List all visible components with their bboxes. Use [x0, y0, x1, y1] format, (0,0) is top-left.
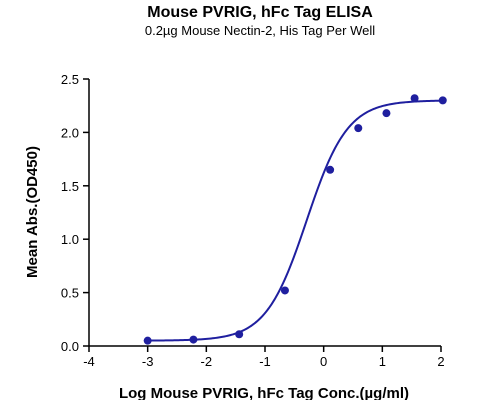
fit-curve	[147, 99, 443, 342]
data-point	[189, 335, 198, 344]
y-tick-label: 2.5	[61, 72, 79, 87]
x-axis-label: Log Mouse PVRIG, hFc Tag Conc.(µg/ml)	[119, 385, 409, 400]
y-axis: 0.0 0.5 1.0 1.5 2.0 2.5	[61, 72, 90, 354]
x-tick-label: 2	[437, 354, 444, 369]
y-tick-label: 2.0	[61, 125, 79, 140]
data-point	[354, 124, 363, 133]
y-axis-label: Mean Abs.(OD450)	[24, 146, 41, 278]
y-tick-label: 1.0	[61, 232, 79, 247]
chart-subtitle: 0.2µg Mouse Nectin-2, His Tag Per Well	[145, 23, 375, 38]
fit-curve-layer	[147, 99, 443, 342]
data-point	[438, 96, 447, 105]
data-points	[143, 94, 447, 345]
data-point	[382, 109, 391, 118]
x-tick-label: -1	[259, 354, 271, 369]
x-tick-label: -2	[201, 354, 213, 369]
chart-title: Mouse PVRIG, hFc Tag ELISA	[147, 4, 373, 21]
x-tick-label: 1	[379, 354, 386, 369]
x-tick-label: 0	[320, 354, 327, 369]
x-tick-label: -3	[142, 354, 154, 369]
y-tick-label: 0.5	[61, 286, 79, 301]
data-point	[410, 94, 419, 103]
data-point	[143, 336, 152, 345]
y-tick-label: 1.5	[61, 179, 79, 194]
x-tick-label: -4	[83, 354, 95, 369]
y-tick-label: 0.0	[61, 339, 79, 354]
data-point	[280, 286, 289, 295]
x-axis: -4 -3 -2 -1 0 1 2	[83, 345, 445, 369]
data-point	[235, 330, 244, 339]
data-point	[326, 165, 335, 174]
